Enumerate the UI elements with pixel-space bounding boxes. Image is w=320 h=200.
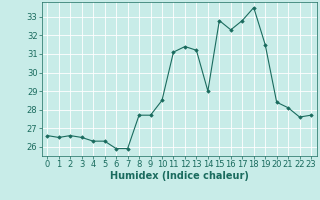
X-axis label: Humidex (Indice chaleur): Humidex (Indice chaleur) <box>110 171 249 181</box>
